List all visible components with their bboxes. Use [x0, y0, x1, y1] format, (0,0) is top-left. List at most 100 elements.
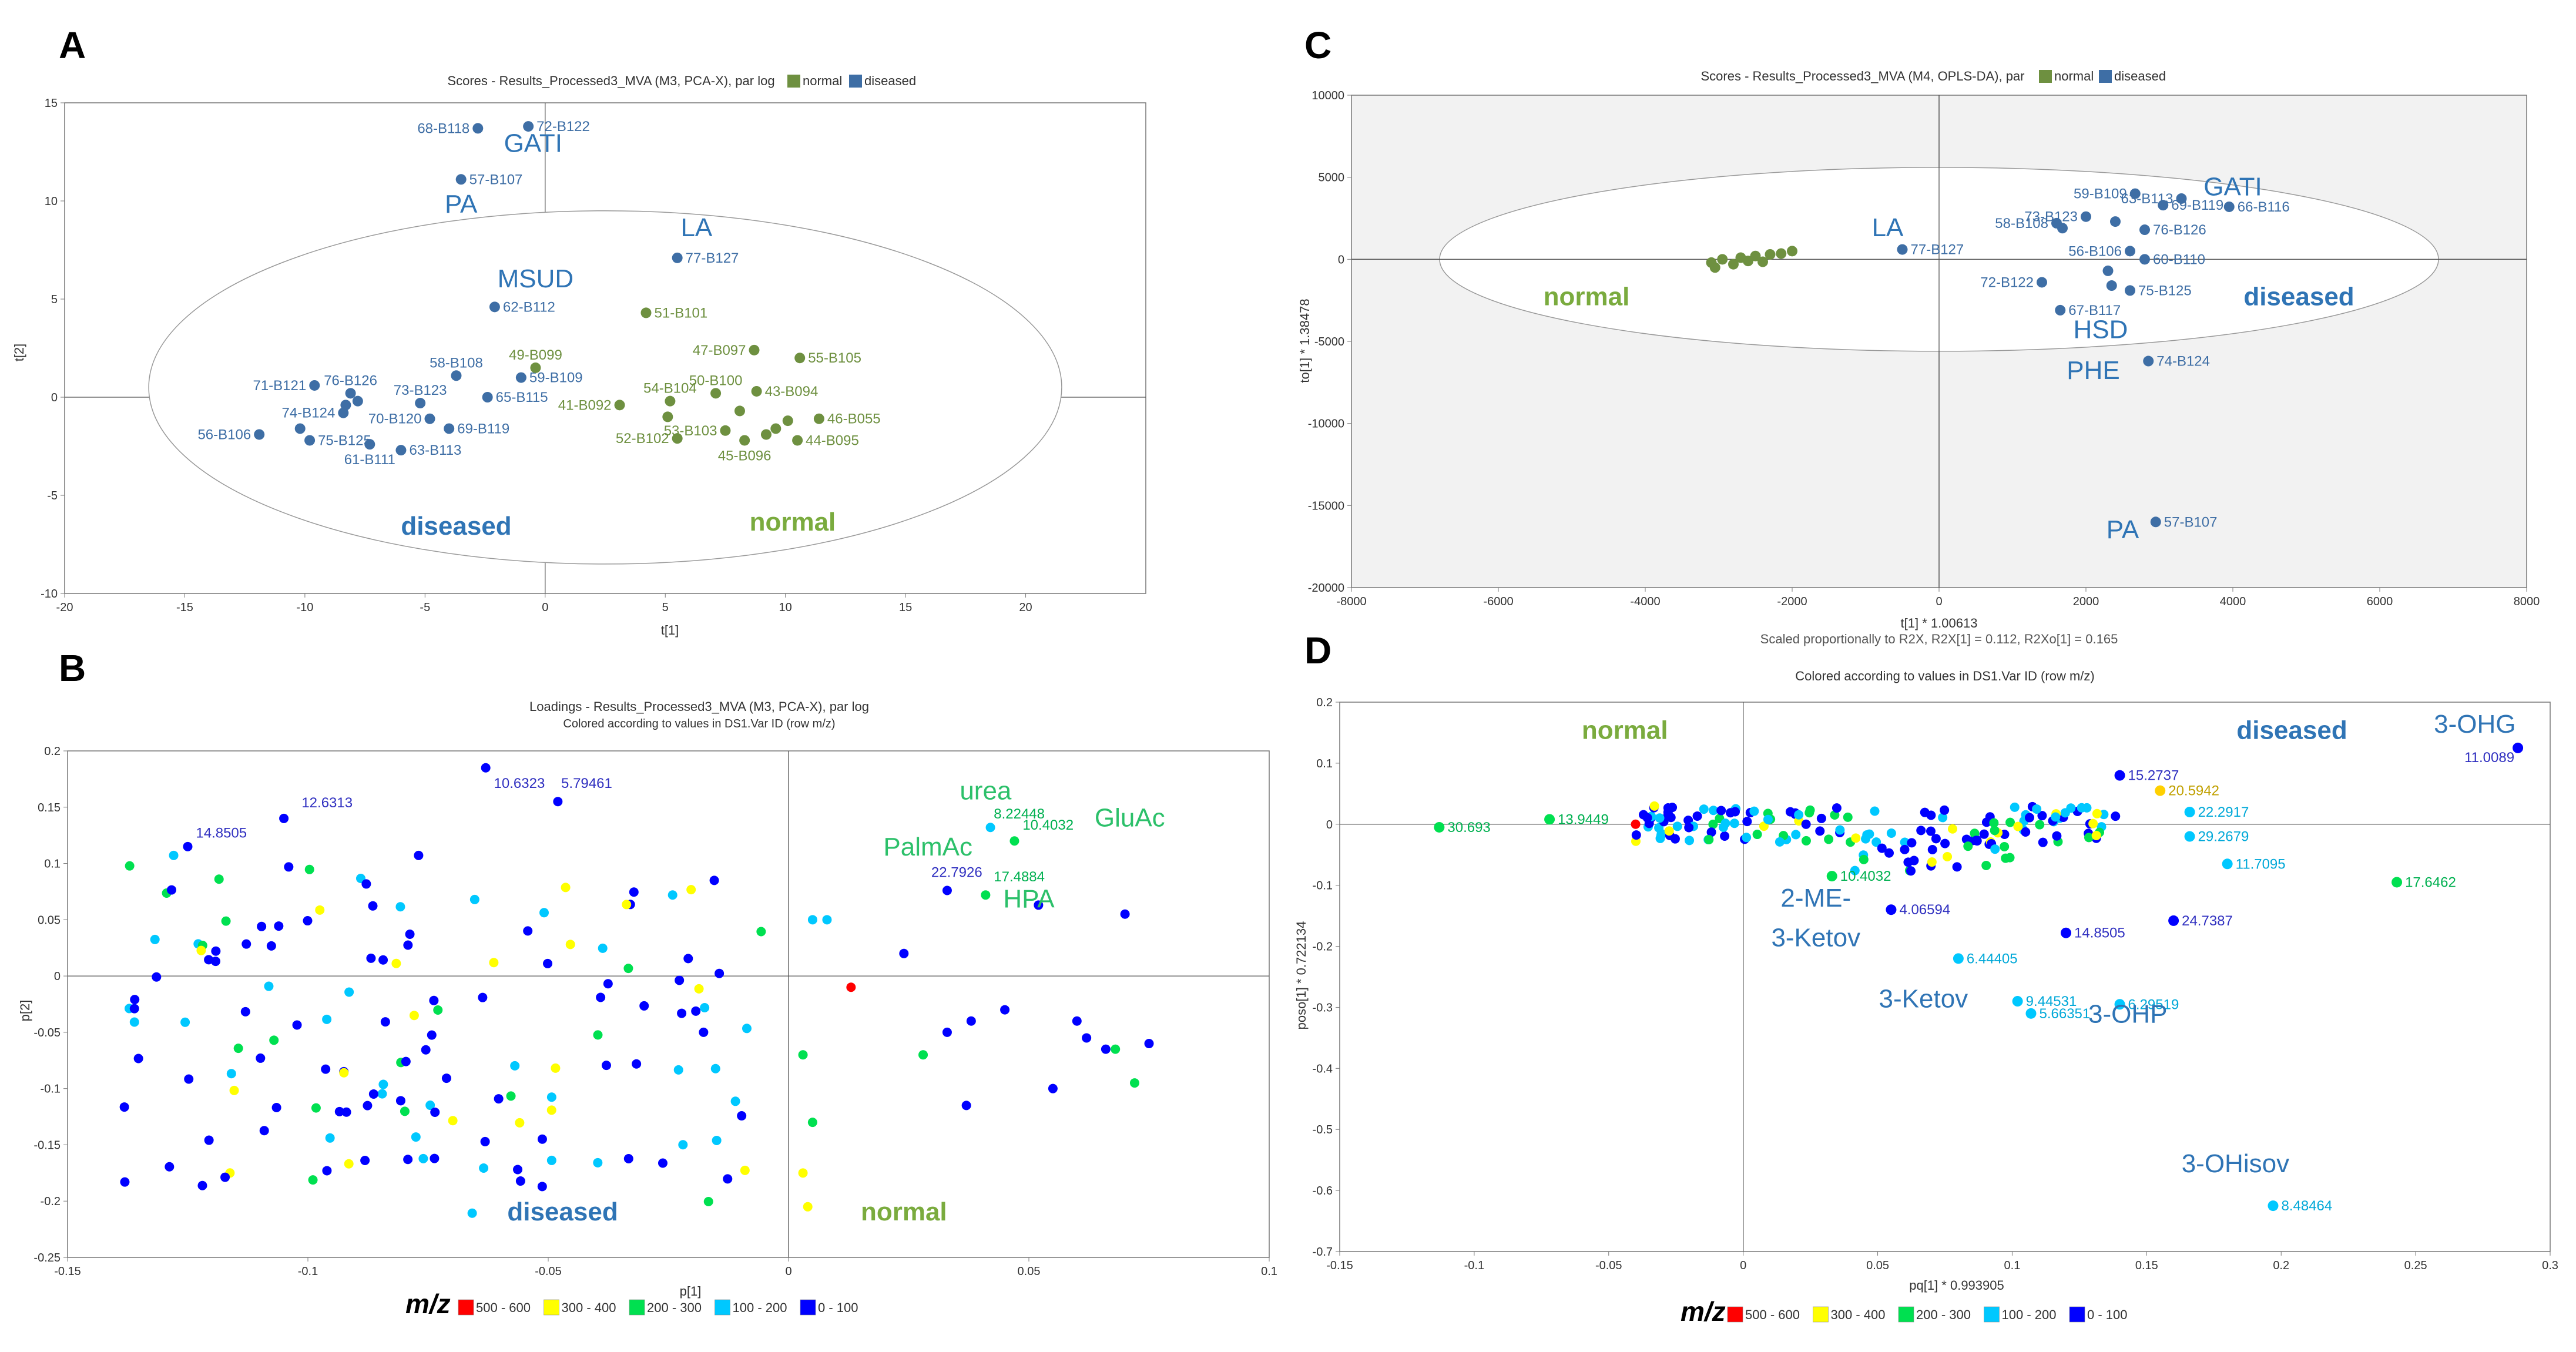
- score-point: [1750, 250, 1761, 261]
- loading-point: [623, 964, 633, 974]
- loading-point: [622, 900, 632, 910]
- loading-point: [409, 1011, 419, 1021]
- score-point: [2150, 516, 2161, 528]
- labeled-loading-point: [1826, 871, 1837, 882]
- annotation-pa: PA: [445, 190, 478, 219]
- loading-point: [204, 1135, 214, 1145]
- loading-point: [561, 883, 571, 893]
- x-tick-label: 0: [542, 601, 548, 614]
- loading-point: [325, 1133, 335, 1143]
- loading-point: [403, 1155, 413, 1165]
- loading-point: [334, 1106, 344, 1116]
- point-label: 46-B055: [827, 411, 881, 427]
- score-point: [254, 429, 265, 440]
- score-point: [2037, 277, 2047, 288]
- y-tick-label: -0.5: [1313, 1123, 1333, 1136]
- loading-point: [694, 984, 704, 994]
- loading-point: [546, 1155, 556, 1165]
- colorbar-label: 300 - 400: [562, 1300, 616, 1315]
- loading-point-label: 17.6462: [2405, 874, 2456, 890]
- loading-point: [183, 841, 193, 851]
- score-point: [515, 372, 526, 383]
- score-point: [364, 439, 375, 450]
- point-label: 58-B108: [430, 355, 483, 371]
- score-point: [415, 398, 426, 409]
- point-label: 72-B122: [1980, 274, 2034, 290]
- loading-point: [715, 968, 724, 978]
- score-point: [1897, 244, 1908, 255]
- legend-normal-label: normal: [803, 73, 842, 88]
- annotation-3-ohisov: 3-OHisov: [2182, 1149, 2289, 1178]
- loading-point: [269, 1035, 279, 1045]
- x-tick-label: -6000: [1483, 595, 1513, 608]
- loading-point: [125, 861, 135, 871]
- loading-point: [510, 1061, 520, 1071]
- point-label: 77-B127: [1911, 242, 1964, 258]
- loading-point: [266, 941, 276, 951]
- loading-point: [2052, 831, 2062, 841]
- loading-point-label: 22.2917: [2198, 804, 2249, 820]
- loading-point: [405, 929, 415, 939]
- x-tick-label: 4000: [2220, 595, 2246, 608]
- labeled-loading-point: [2184, 807, 2195, 817]
- x-tick-label: 5: [662, 601, 669, 614]
- loading-point: [1791, 830, 1801, 840]
- loading-point: [1832, 803, 1842, 813]
- loading-point: [226, 1069, 236, 1079]
- loading-point: [2005, 817, 2015, 827]
- loading-point: [699, 1027, 709, 1037]
- point-label: 55-B105: [808, 350, 861, 366]
- score-point: [1787, 246, 1797, 257]
- loading-point: [2084, 833, 2094, 843]
- loading-point-label: 11.7095: [2236, 856, 2286, 872]
- loading-point: [303, 916, 313, 926]
- loading-point: [233, 1044, 243, 1054]
- loading-point: [961, 1101, 971, 1111]
- score-point: [665, 395, 676, 407]
- point-label: 75-B125: [2138, 283, 2192, 298]
- loading-point: [1672, 821, 1682, 831]
- loading-point: [807, 915, 817, 925]
- loading-point: [1870, 806, 1880, 816]
- loading-point-label: 9.44531: [2026, 994, 2077, 1009]
- point-label: 75-B125: [318, 432, 371, 448]
- loading-point: [271, 1103, 281, 1113]
- loading-point: [546, 1105, 556, 1115]
- legend-normal-label-c: normal: [2054, 69, 2094, 83]
- loading-point: [1720, 831, 1730, 841]
- y-tick-label: 0.1: [1316, 757, 1333, 770]
- legend-normal-swatch-c: [2039, 70, 2052, 83]
- loading-point-label: 5.66351: [2039, 1006, 2090, 1022]
- point-label: 50-B100: [689, 373, 743, 388]
- labeled-loading-point: [2184, 831, 2195, 842]
- loading-point: [513, 1165, 523, 1175]
- loading-point: [985, 823, 995, 833]
- point-label: 59-B109: [529, 370, 583, 386]
- score-point: [710, 388, 722, 399]
- loading-point: [1684, 823, 1694, 833]
- loading-point: [368, 1089, 378, 1099]
- loading-point: [421, 1045, 431, 1055]
- annotation-msud: MSUD: [498, 264, 574, 293]
- panel-d-subtitle: Colored according to values in DS1.Var I…: [1795, 669, 2094, 683]
- loading-point: [1631, 819, 1641, 829]
- loading-point-label: 11.0089: [2464, 750, 2514, 766]
- loading-point: [427, 1030, 437, 1040]
- loading-point: [742, 1024, 752, 1034]
- loading-point: [403, 940, 413, 950]
- loading-point: [1843, 812, 1853, 822]
- panel-letter-b: B: [59, 647, 86, 689]
- loading-point: [221, 916, 231, 926]
- loading-point: [377, 1089, 387, 1099]
- score-point: [2055, 304, 2066, 316]
- y-tick-label: -0.3: [1313, 1001, 1333, 1014]
- loading-point: [1906, 866, 1916, 876]
- annotation-la: LA: [680, 213, 712, 242]
- loading-point-label: 24.7387: [2182, 913, 2233, 929]
- loading-point: [229, 1085, 239, 1095]
- loading-point: [120, 1177, 130, 1187]
- loading-point: [311, 1103, 321, 1113]
- loading-point: [1900, 844, 1910, 854]
- point-label: 49-B099: [509, 347, 562, 363]
- loading-point: [274, 921, 284, 931]
